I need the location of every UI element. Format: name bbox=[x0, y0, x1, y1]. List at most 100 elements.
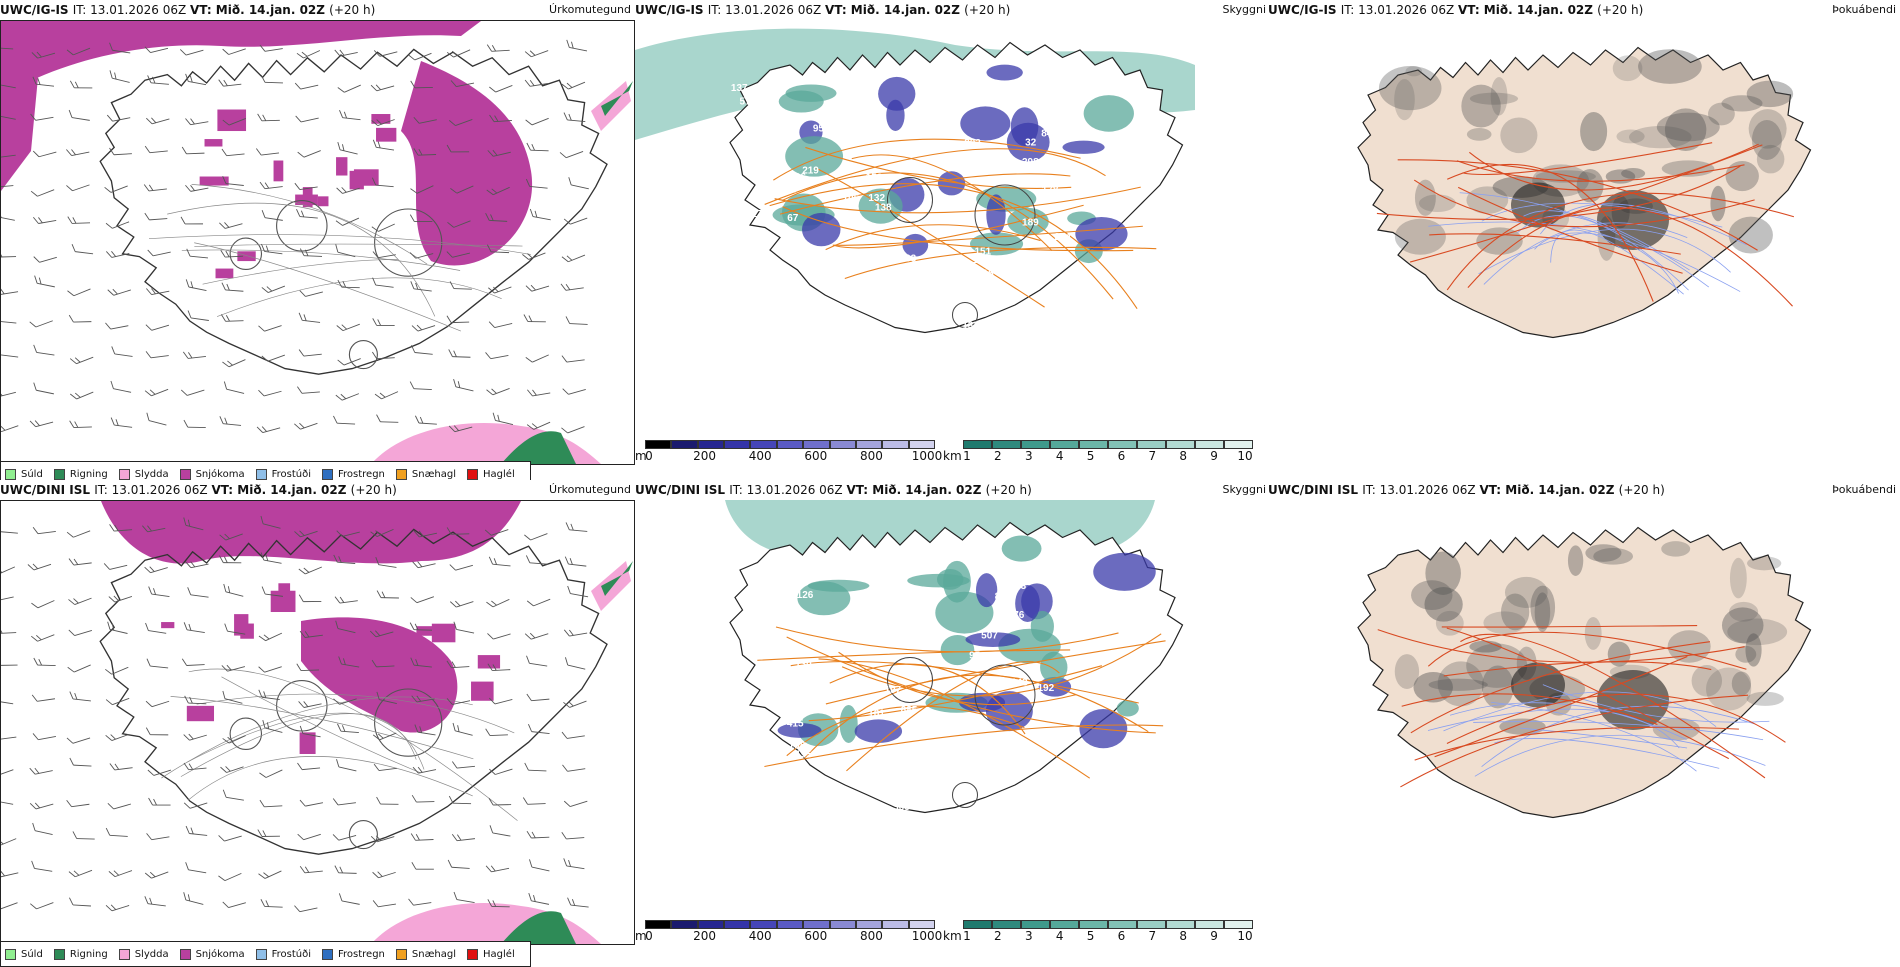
panel-header: UWC/DINI ISL IT: 13.01.2026 06Z VT: Mið.… bbox=[1268, 480, 1665, 500]
wind-barb bbox=[70, 81, 92, 88]
wind-barb bbox=[32, 383, 55, 394]
wind-barb bbox=[333, 829, 356, 841]
colorbar-tick: 1 bbox=[963, 929, 971, 943]
wind-barb bbox=[146, 319, 169, 332]
fog-index-map[interactable] bbox=[1268, 500, 1900, 920]
wind-barb bbox=[297, 385, 319, 394]
snow-area bbox=[274, 161, 284, 182]
wind-barb bbox=[145, 212, 167, 221]
wind-barb bbox=[1, 590, 14, 601]
wind-barb bbox=[257, 421, 280, 434]
wind-barb bbox=[146, 112, 169, 125]
legend-label: Slydda bbox=[135, 949, 169, 960]
visibility-value-label: 32 bbox=[1025, 137, 1037, 148]
wind-barb bbox=[221, 283, 243, 292]
legend-item-snæhagl: Snæhagl bbox=[396, 469, 456, 480]
init-time-label: IT: bbox=[1341, 3, 1358, 17]
fog-index-shade bbox=[1568, 545, 1583, 576]
wind-barb bbox=[450, 595, 473, 608]
visibility-value-label: 374 bbox=[912, 784, 929, 795]
colorbar-tick: 600 bbox=[804, 929, 827, 943]
panel-header: UWC/IG-IS IT: 13.01.2026 06Z VT: Mið. 14… bbox=[0, 0, 375, 20]
wind-barb bbox=[452, 379, 475, 391]
visibility-value-label: 67 bbox=[787, 213, 799, 224]
visibility-cell bbox=[1062, 141, 1104, 154]
colorbar-tick: 3 bbox=[1025, 929, 1033, 943]
snow-area bbox=[216, 269, 234, 279]
fog-index-map[interactable] bbox=[1268, 20, 1900, 440]
fog-index-shade bbox=[1395, 219, 1446, 255]
wind-barb bbox=[528, 859, 551, 871]
wind-barb bbox=[66, 145, 89, 156]
wind-barb bbox=[31, 594, 54, 609]
wind-barb bbox=[373, 897, 396, 907]
visibility-value-label: 105 bbox=[843, 193, 860, 204]
colorbar-unit: km bbox=[943, 929, 962, 943]
wind-barb bbox=[336, 142, 359, 154]
colorbar-tick: 6 bbox=[1118, 449, 1126, 463]
wind-barb bbox=[71, 244, 94, 254]
init-time-label: IT: bbox=[729, 483, 746, 497]
wind-barb bbox=[299, 347, 322, 356]
wind-barb bbox=[145, 561, 168, 574]
wind-barb bbox=[566, 316, 588, 324]
snow-area bbox=[161, 622, 174, 628]
legend-swatch bbox=[396, 469, 407, 480]
wind-barb bbox=[258, 384, 281, 396]
visibility-value-label: 365 bbox=[893, 802, 910, 813]
wind-barb bbox=[34, 251, 57, 264]
road-line bbox=[194, 243, 461, 331]
wind-barb bbox=[219, 416, 242, 425]
visibility-value-label: 333 bbox=[899, 253, 916, 264]
snow-area bbox=[187, 706, 214, 721]
visibility-value-label: 194 bbox=[1002, 756, 1019, 767]
wind-barb bbox=[148, 587, 171, 597]
visibility-value-label: 416 bbox=[977, 269, 994, 280]
wind-barb bbox=[374, 761, 397, 771]
snow-area bbox=[318, 196, 329, 206]
wind-barb bbox=[411, 345, 434, 354]
wind-barb bbox=[187, 587, 210, 597]
colorbar-tick: 1000 bbox=[912, 929, 943, 943]
colorbar-tick: 8 bbox=[1179, 929, 1187, 943]
panel-header: UWC/DINI ISL IT: 13.01.2026 06Z VT: Mið.… bbox=[635, 480, 1032, 500]
wind-barb bbox=[561, 420, 584, 434]
valid-time-value: Mið. 14.jan. 02Z bbox=[237, 483, 350, 497]
snow-area bbox=[1, 46, 41, 191]
init-time-value: 13.01.2026 06Z bbox=[747, 483, 847, 497]
precip-type-panel: UWC/DINI ISL IT: 13.01.2026 06Z VT: Mið.… bbox=[0, 480, 635, 955]
wind-barb bbox=[452, 832, 475, 842]
visibility-cell bbox=[1093, 553, 1155, 591]
wind-barb bbox=[185, 115, 208, 126]
road-line bbox=[188, 756, 472, 800]
colorbar-tick: 6 bbox=[1118, 929, 1126, 943]
precip-type-map[interactable] bbox=[1, 501, 634, 944]
wind-barb bbox=[104, 558, 127, 570]
lead-time: (+20 h) bbox=[351, 483, 397, 497]
wind-barb bbox=[562, 76, 585, 91]
visibility-map[interactable]: 1371453701941381321739833341610420336133… bbox=[635, 20, 1270, 440]
wind-barb bbox=[110, 418, 133, 428]
wind-barb bbox=[295, 78, 318, 90]
fog-index-shade bbox=[1491, 77, 1508, 116]
wind-barb bbox=[145, 383, 168, 397]
wind-barb bbox=[108, 797, 131, 810]
wind-barb bbox=[182, 892, 205, 904]
wind-barb bbox=[448, 349, 470, 357]
precip-type-map[interactable] bbox=[1, 21, 634, 464]
wind-barb bbox=[1, 560, 15, 575]
visibility-value-label: 65 bbox=[783, 649, 795, 660]
wind-barb bbox=[221, 314, 243, 322]
panel-title-visibility: Skyggni bbox=[1223, 0, 1266, 20]
wind-barb bbox=[297, 761, 320, 770]
wind-barb bbox=[562, 729, 585, 739]
wind-barb bbox=[338, 79, 361, 94]
visibility-value-label: 441 bbox=[779, 184, 796, 195]
wind-barb bbox=[258, 319, 281, 333]
wind-barb bbox=[333, 796, 356, 806]
visibility-value-label: 135 bbox=[852, 598, 869, 609]
visibility-map[interactable]: 1881354431613023168494192706537476415951… bbox=[635, 500, 1270, 920]
valid-time-label: VT: bbox=[211, 483, 237, 497]
glacier-outline bbox=[230, 718, 261, 749]
wind-barb bbox=[28, 558, 51, 571]
